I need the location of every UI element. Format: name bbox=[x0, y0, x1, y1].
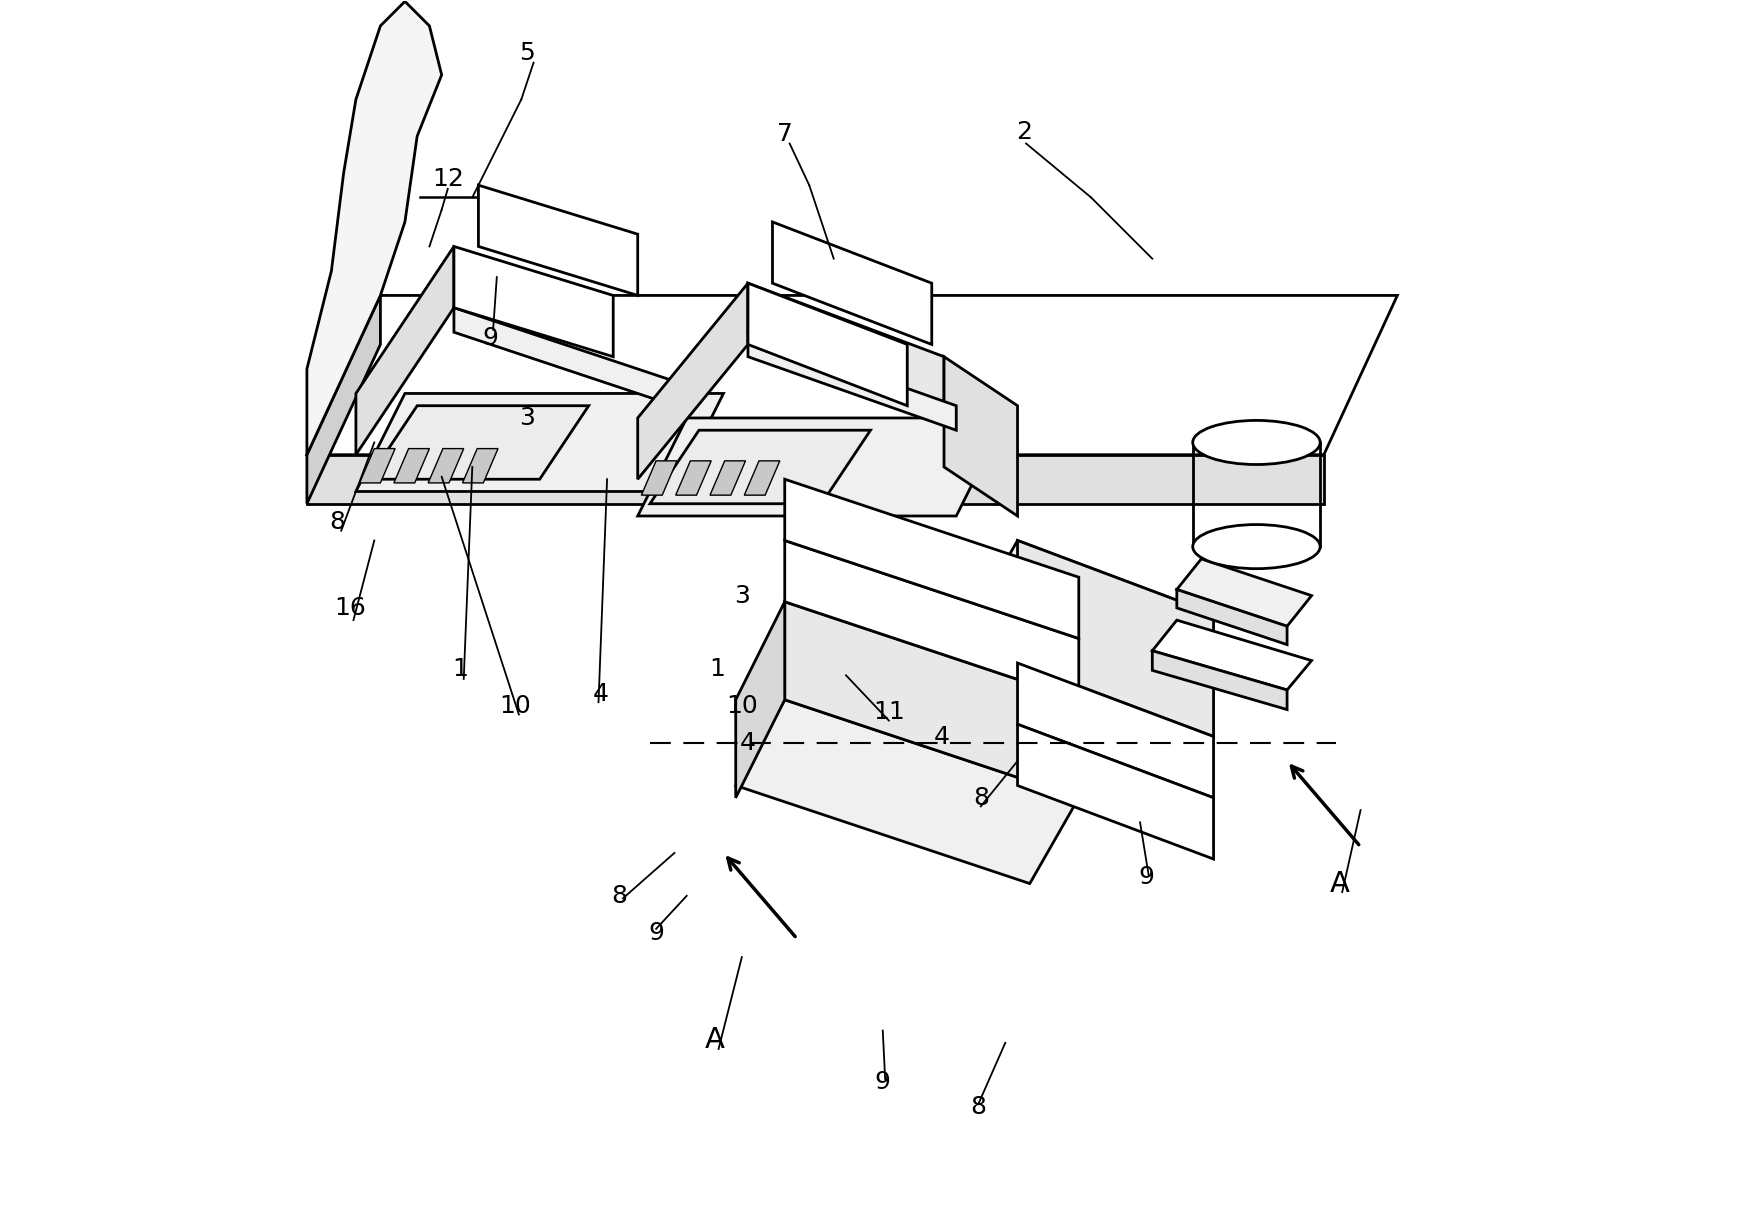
Polygon shape bbox=[360, 448, 395, 483]
Text: 1: 1 bbox=[453, 657, 468, 682]
Ellipse shape bbox=[1193, 524, 1320, 569]
Text: 9: 9 bbox=[648, 921, 663, 944]
Polygon shape bbox=[1017, 663, 1213, 798]
Text: 5: 5 bbox=[519, 41, 534, 65]
Polygon shape bbox=[479, 185, 637, 296]
Polygon shape bbox=[1017, 540, 1213, 737]
Polygon shape bbox=[1177, 559, 1311, 626]
Polygon shape bbox=[1153, 620, 1311, 690]
Polygon shape bbox=[736, 602, 785, 798]
Polygon shape bbox=[355, 393, 724, 491]
Text: 3: 3 bbox=[519, 406, 536, 430]
Polygon shape bbox=[1177, 589, 1287, 645]
Text: 7: 7 bbox=[776, 122, 792, 146]
Polygon shape bbox=[1017, 725, 1213, 860]
Polygon shape bbox=[944, 356, 1017, 516]
Text: 4: 4 bbox=[594, 682, 609, 706]
Text: 3: 3 bbox=[735, 583, 750, 608]
Text: 16: 16 bbox=[334, 596, 366, 620]
Polygon shape bbox=[306, 296, 1398, 454]
Polygon shape bbox=[785, 602, 1079, 798]
Ellipse shape bbox=[1193, 420, 1320, 464]
Text: 9: 9 bbox=[482, 327, 498, 350]
Polygon shape bbox=[355, 247, 454, 454]
Polygon shape bbox=[676, 460, 712, 495]
Polygon shape bbox=[749, 333, 956, 430]
Polygon shape bbox=[393, 448, 430, 483]
Text: 8: 8 bbox=[329, 510, 345, 534]
Polygon shape bbox=[637, 418, 1005, 516]
Text: 9: 9 bbox=[874, 1070, 891, 1094]
Polygon shape bbox=[710, 460, 745, 495]
Text: 10: 10 bbox=[726, 694, 757, 718]
Text: 9: 9 bbox=[1139, 866, 1154, 889]
Polygon shape bbox=[463, 448, 498, 483]
Text: 11: 11 bbox=[872, 700, 905, 725]
Polygon shape bbox=[968, 540, 1213, 700]
Text: 8: 8 bbox=[611, 884, 627, 907]
Polygon shape bbox=[649, 430, 870, 503]
Polygon shape bbox=[749, 284, 944, 405]
Polygon shape bbox=[306, 454, 1323, 503]
Text: 12: 12 bbox=[432, 167, 463, 192]
Polygon shape bbox=[454, 308, 674, 405]
Polygon shape bbox=[454, 247, 613, 356]
Polygon shape bbox=[637, 284, 749, 479]
Polygon shape bbox=[785, 540, 1079, 700]
Text: 2: 2 bbox=[1015, 120, 1032, 145]
Polygon shape bbox=[306, 296, 381, 503]
Text: 1: 1 bbox=[709, 657, 726, 682]
Polygon shape bbox=[428, 448, 463, 483]
Text: 8: 8 bbox=[973, 786, 989, 809]
Polygon shape bbox=[641, 460, 677, 495]
Text: 10: 10 bbox=[500, 694, 531, 718]
Text: 4: 4 bbox=[740, 731, 756, 755]
Polygon shape bbox=[1153, 651, 1287, 710]
Polygon shape bbox=[745, 460, 780, 495]
Polygon shape bbox=[306, 1, 442, 454]
Text: A: A bbox=[705, 1027, 724, 1055]
Polygon shape bbox=[749, 284, 907, 405]
Polygon shape bbox=[367, 405, 588, 479]
Polygon shape bbox=[736, 700, 1079, 884]
Text: 8: 8 bbox=[970, 1094, 987, 1119]
Text: 4: 4 bbox=[933, 725, 949, 749]
Text: A: A bbox=[1330, 869, 1349, 898]
Polygon shape bbox=[785, 479, 1079, 639]
Polygon shape bbox=[773, 222, 931, 344]
